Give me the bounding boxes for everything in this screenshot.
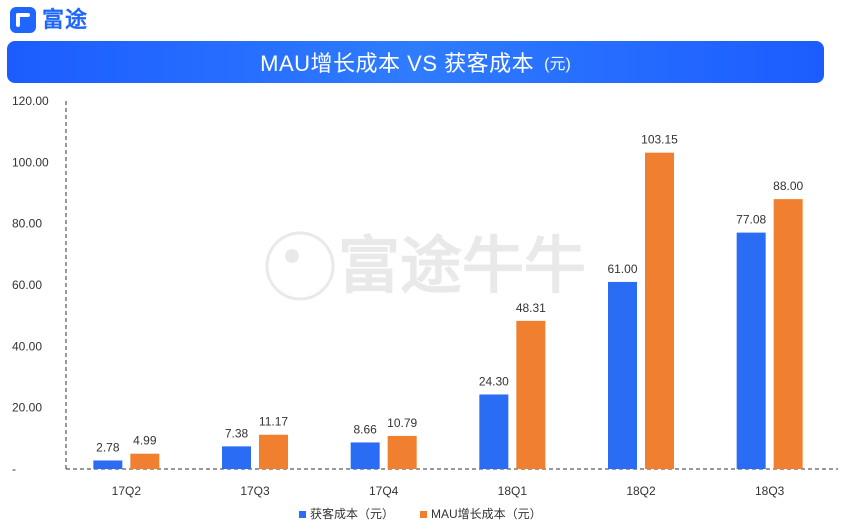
legend-swatch-1 [420, 511, 427, 518]
y-tick-label: - [12, 462, 16, 476]
x-tick-label: 17Q3 [240, 484, 270, 498]
x-tick-label: 18Q2 [626, 484, 656, 498]
data-label: 61.00 [607, 262, 637, 276]
data-label: 24.30 [479, 374, 509, 388]
bar-series-1-17Q3 [259, 434, 288, 469]
y-tick-label: 120.00 [12, 94, 49, 108]
watermark-logo-icon [265, 231, 335, 301]
x-tick-label: 18Q3 [755, 484, 785, 498]
futu-logo-icon [10, 7, 36, 33]
data-label: 48.31 [516, 301, 546, 315]
bar-series-1-17Q2 [130, 453, 160, 469]
legend-label-1: MAU增长成本（元） [431, 507, 542, 521]
data-label: 7.38 [225, 426, 249, 440]
legend: 获客成本（元） MAU增长成本（元） [299, 506, 542, 521]
data-label: 2.78 [96, 440, 120, 454]
watermark-logo-dot-icon [285, 249, 299, 263]
bars [93, 152, 803, 469]
legend-swatch-0 [299, 511, 306, 518]
bar-series-0-17Q4 [350, 442, 380, 469]
y-tick-label: 80.00 [12, 217, 42, 231]
y-tick-label: 40.00 [12, 339, 42, 353]
value-labels: 2.78 4.99 7.38 11.17 8.66 10.79 24.30 48.31 61.0… [96, 133, 803, 455]
x-tick-label: 18Q1 [498, 484, 528, 498]
axes: - 20.00 40.00 60.00 80.00 100.00 120.00 [12, 94, 838, 476]
chart-subtitle: (元) [544, 56, 571, 73]
bar-series-1-18Q1 [516, 320, 546, 469]
data-label: 8.66 [353, 422, 377, 436]
data-label: 10.79 [387, 416, 417, 430]
chart-title-banner: MAU增长成本 VS 获客成本 (元) [7, 41, 824, 83]
watermark: 富途牛牛 [265, 231, 586, 301]
logo: 富途 [10, 5, 88, 35]
y-tick-label: 20.00 [12, 401, 42, 415]
bar-series-0-18Q1 [479, 394, 509, 469]
data-label: 77.08 [736, 213, 766, 227]
bar-series-0-17Q3 [222, 446, 251, 469]
y-tick-label: 100.00 [12, 155, 49, 169]
bar-series-0-18Q2 [608, 281, 637, 469]
legend-label-0: 获客成本（元） [310, 506, 394, 521]
data-label: 88.00 [773, 179, 803, 193]
data-label: 11.17 [259, 415, 288, 429]
bar-series-1-18Q2 [645, 152, 674, 469]
data-label: 4.99 [133, 434, 157, 448]
x-axis-labels: 17Q2 17Q3 17Q4 18Q1 18Q2 18Q3 [112, 484, 785, 498]
x-tick-label: 17Q4 [369, 484, 399, 498]
chart-title: MAU增长成本 VS 获客成本 [260, 51, 535, 76]
bar-series-0-17Q2 [93, 460, 123, 469]
y-tick-label: 60.00 [12, 278, 42, 292]
bar-series-1-17Q4 [387, 435, 417, 469]
x-tick-label: 17Q2 [112, 484, 142, 498]
watermark-text: 富途牛牛 [338, 232, 586, 301]
bar-series-0-18Q3 [736, 232, 766, 469]
data-label: 103.15 [641, 133, 678, 147]
bar-series-1-18Q3 [773, 199, 803, 469]
logo-text: 富途 [42, 7, 89, 32]
